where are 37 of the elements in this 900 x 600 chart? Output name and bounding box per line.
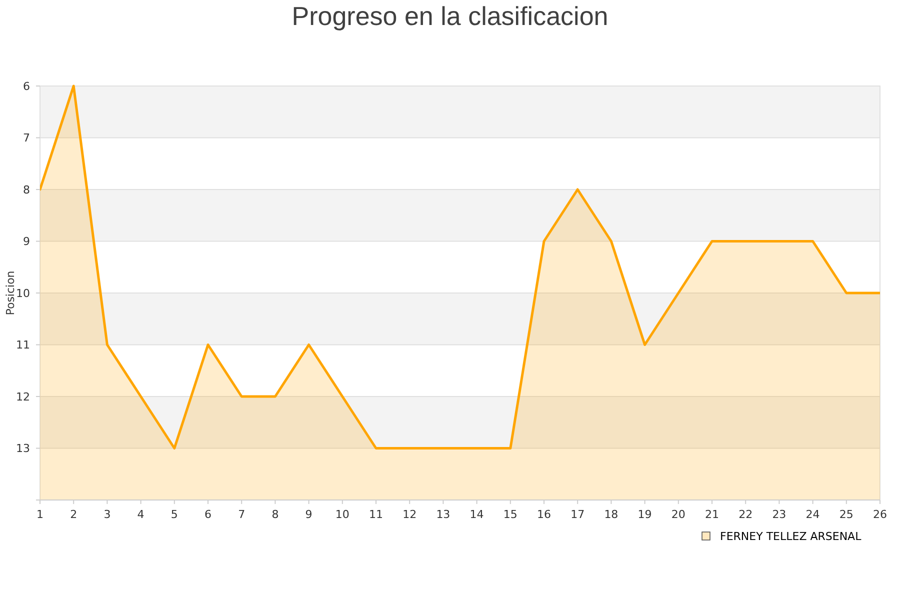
y-tick-label: 13 — [16, 442, 30, 456]
x-tick-label: 13 — [436, 508, 450, 521]
y-tick-label: 6 — [23, 80, 30, 93]
y-tick-label: 9 — [23, 235, 30, 248]
x-tick-label: 4 — [137, 508, 144, 521]
x-tick-label: 25 — [839, 508, 854, 521]
x-tick-label: 6 — [204, 508, 212, 521]
y-tick-label: 11 — [16, 338, 30, 352]
y-tick-label: 12 — [16, 390, 30, 404]
x-tick-label: 18 — [604, 508, 618, 521]
x-tick-label: 19 — [638, 508, 652, 521]
y-tick-label: 8 — [23, 183, 30, 196]
x-tick-label: 11 — [369, 508, 383, 521]
y-tick-label: 7 — [23, 132, 30, 145]
x-tick-label: 26 — [873, 508, 887, 521]
y-tick-label: 10 — [16, 286, 30, 300]
x-tick-label: 16 — [537, 508, 551, 521]
x-tick-label: 5 — [170, 508, 178, 521]
x-tick-label: 24 — [806, 508, 820, 521]
x-tick-label: 8 — [272, 508, 279, 521]
legend-label: FERNEY TELLEZ ARSENAL — [720, 530, 862, 543]
x-tick-label: 21 — [705, 508, 719, 521]
x-tick-label: 17 — [570, 508, 585, 521]
x-tick-label: 22 — [738, 508, 753, 521]
x-tick-label: 10 — [335, 508, 350, 521]
x-tick-label: 14 — [470, 508, 484, 521]
x-tick-label: 12 — [402, 508, 417, 521]
x-tick-label: 23 — [772, 508, 786, 521]
y-axis-title: Posicion — [4, 270, 17, 316]
chart-title: Progreso en la clasificacion — [292, 1, 608, 31]
x-tick-label: 15 — [503, 508, 518, 521]
x-tick-label: 20 — [671, 508, 686, 521]
x-tick-label: 1 — [36, 508, 44, 521]
x-tick-label: 3 — [104, 508, 111, 521]
x-tick-label: 9 — [305, 508, 312, 521]
x-tick-label: 2 — [70, 508, 78, 521]
x-tick-label: 7 — [238, 508, 246, 521]
